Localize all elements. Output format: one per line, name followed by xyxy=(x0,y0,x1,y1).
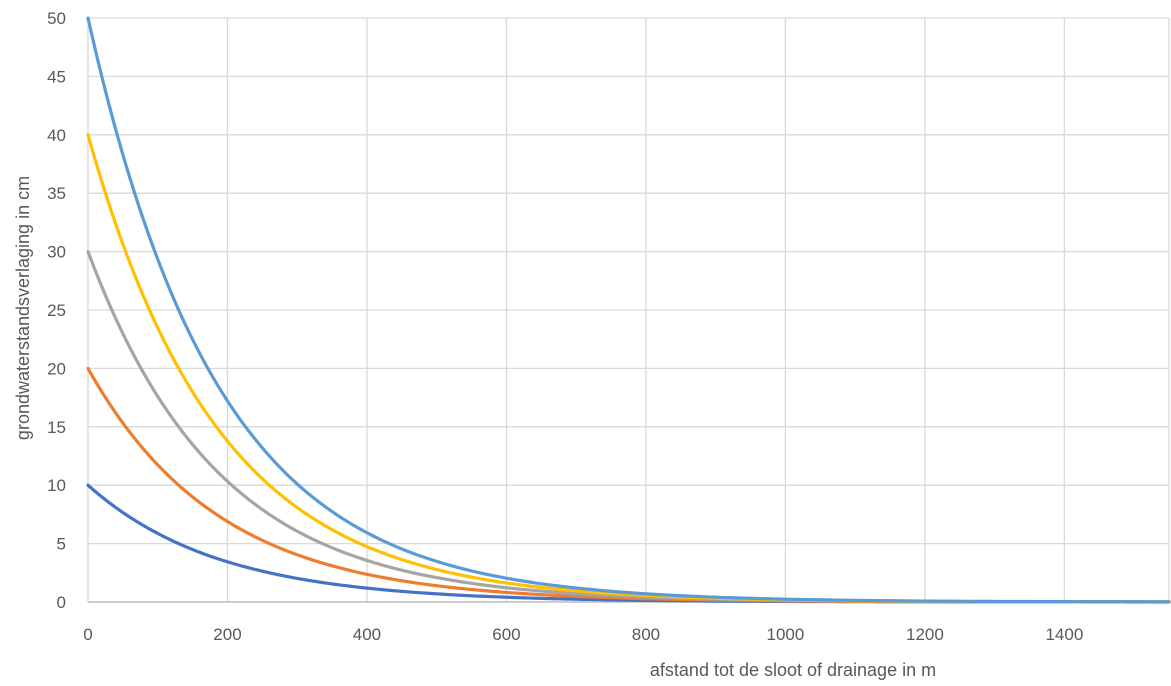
y-tick-label-7: 35 xyxy=(47,184,66,203)
grid-lines xyxy=(87,17,1170,603)
y-tick-label-9: 45 xyxy=(47,67,66,86)
series-line-4 xyxy=(86,16,1171,604)
y-tick-label-10: 50 xyxy=(47,9,66,28)
x-tick-label-6: 1200 xyxy=(906,625,944,644)
x-axis-title: afstand tot de sloot of drainage in m xyxy=(650,660,936,680)
x-tick-label-4: 800 xyxy=(632,625,660,644)
x-tick-label-0: 0 xyxy=(83,625,92,644)
y-tick-label-8: 40 xyxy=(47,126,66,145)
x-tick-label-1: 200 xyxy=(213,625,241,644)
x-tick-label-7: 1400 xyxy=(1045,625,1083,644)
x-tick-label-5: 1000 xyxy=(767,625,805,644)
y-tick-label-0: 0 xyxy=(57,593,66,612)
y-tick-label-2: 10 xyxy=(47,476,66,495)
y-tick-label-1: 5 xyxy=(57,535,66,554)
y-tick-label-5: 25 xyxy=(47,301,66,320)
x-axis-ticks: 0 200 400 600 800 1000 1200 1400 xyxy=(83,625,1083,644)
y-tick-label-4: 20 xyxy=(47,359,66,378)
series-group xyxy=(86,16,1171,604)
y-axis-title: grondwaterstandsverlaging in cm xyxy=(13,176,33,440)
y-axis-ticks: 0 5 10 15 20 25 30 35 40 45 50 xyxy=(47,9,66,612)
y-tick-label-3: 15 xyxy=(47,418,66,437)
x-tick-label-2: 400 xyxy=(353,625,381,644)
x-tick-label-3: 600 xyxy=(492,625,520,644)
y-tick-label-6: 30 xyxy=(47,243,66,262)
